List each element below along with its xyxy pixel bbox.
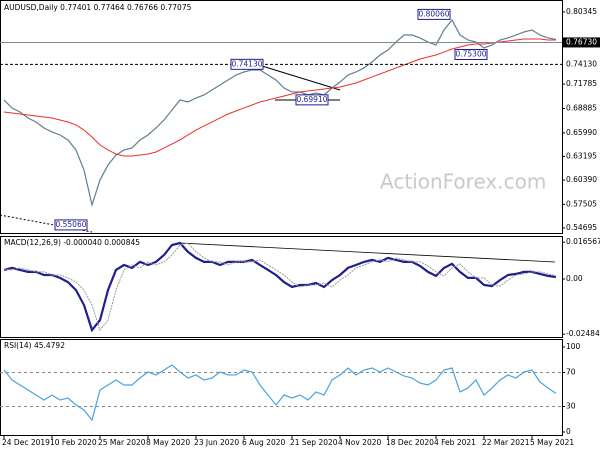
trend-line [179, 242, 556, 263]
x-tick-label: 23 Jun 2020 [194, 438, 239, 447]
series-line [3, 18, 557, 208]
annotation-box [230, 58, 264, 70]
y-tick-label: 0.57505 [566, 199, 597, 208]
annotation-label: 0.69910 [296, 95, 327, 104]
series-line [3, 242, 557, 332]
price-tag [563, 37, 600, 48]
y-tick-label: 0.54695 [566, 223, 597, 232]
y-tick-label: 30 [566, 402, 576, 411]
x-tick-label: 10 Feb 2020 [50, 438, 97, 447]
y-tick-label: -0.02484 [566, 329, 600, 338]
x-tick-label: 21 Sep 2020 [290, 438, 338, 447]
x-tick-label: 4 Nov 2020 [338, 438, 381, 447]
annotation-box [295, 94, 329, 106]
price-title: AUDUSD,Daily 0.77401 0.77464 0.76766 0.7… [4, 3, 192, 12]
trend-line [261, 65, 341, 91]
y-tick-label: 0.80345 [566, 7, 597, 16]
price-panel [0, 0, 563, 234]
y-tick-label: 100 [566, 342, 581, 351]
y-tick-label: 0.63195 [566, 151, 597, 160]
y-tick-label: 70 [566, 367, 576, 376]
y-tick-label: 0.60390 [566, 175, 597, 184]
rsi-title: RSI(14) 45.4792 [4, 341, 65, 350]
y-tick-label: 0.00 [566, 274, 583, 283]
x-tick-label: 4 Feb 2021 [434, 438, 476, 447]
y-tick-label: 0 [566, 427, 571, 436]
price-tag [563, 59, 600, 70]
annotation-label: 0.80060 [418, 9, 449, 18]
rsi-panel [0, 339, 563, 436]
y-tick-label: 0.65990 [566, 128, 597, 137]
watermark: ActionForex.com [380, 170, 546, 194]
y-tick-label: 0.71785 [566, 79, 597, 88]
series-line [3, 364, 557, 422]
x-tick-label: 18 Dec 2020 [386, 438, 434, 447]
price-tag-label: 0.74130 [566, 59, 597, 68]
x-tick-label: 25 Mar 2020 [98, 438, 146, 447]
y-tick-label: 0.016567 [566, 237, 600, 246]
annotation-label: 0.75300 [455, 49, 486, 58]
annotation-box [417, 8, 451, 20]
x-tick-label: 24 Dec 2019 [2, 438, 50, 447]
series-line [3, 241, 557, 333]
annotation-label: 0.74130 [231, 59, 262, 68]
x-tick-label: 5 May 2021 [530, 438, 574, 447]
x-tick-label: 22 Mar 2021 [482, 438, 530, 447]
annotation-box [454, 48, 488, 60]
macd-title: MACD(12,26,9) -0.000040 0.000845 [4, 238, 140, 247]
x-tick-label: 8 May 2020 [146, 438, 190, 447]
x-tick-label: 6 Aug 2020 [242, 438, 285, 447]
annotation-box [54, 219, 88, 231]
annotation-label: 0.55060 [55, 220, 86, 229]
price-tag-label: 0.76730 [566, 37, 597, 46]
series-line [3, 38, 556, 157]
macd-panel [0, 236, 563, 338]
y-tick-label: 0.68885 [566, 104, 597, 113]
